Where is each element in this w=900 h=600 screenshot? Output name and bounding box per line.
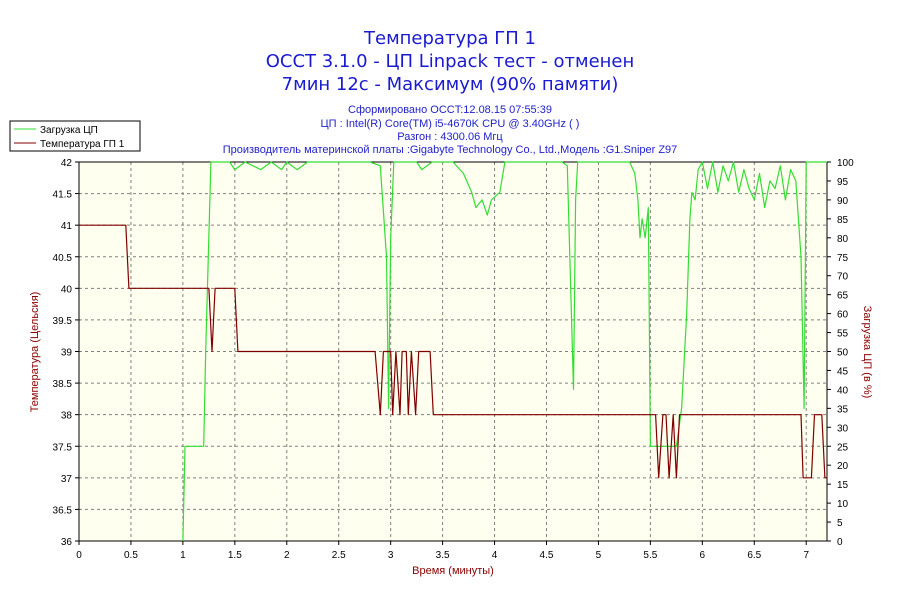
x-tick-label: 3 xyxy=(388,550,394,561)
y-left-tick-label: 36 xyxy=(61,537,73,548)
info-generated: Сформировано OCCT:12.08.15 07:55:39 xyxy=(348,104,552,116)
y-axis-right-label: Загрузка ЦП (в %) xyxy=(861,306,873,399)
y-left-tick-label: 38 xyxy=(61,411,73,422)
y-left-tick-label: 38.5 xyxy=(53,379,73,390)
info-overclock: Разгон : 4300.06 Мгц xyxy=(397,131,503,143)
y-right-tick-label: 70 xyxy=(837,272,849,283)
x-tick-label: 7 xyxy=(803,550,809,561)
y-right-tick-label: 90 xyxy=(837,196,849,207)
legend-box xyxy=(9,120,141,152)
y-left-tick-label: 36.5 xyxy=(53,505,73,516)
x-tick-label: 2.5 xyxy=(332,550,346,561)
y-axis-left-label: Температура (Цельсия) xyxy=(29,292,41,413)
x-axis-label: Время (минуты) xyxy=(412,565,494,577)
y-right-tick-label: 10 xyxy=(837,499,849,510)
info-cpu: ЦП : Intel(R) Core(TM) i5-4670K CPU @ 3.… xyxy=(320,118,580,130)
y-left-tick-label: 37 xyxy=(61,474,73,485)
y-right-tick-label: 40 xyxy=(837,385,849,396)
y-left-tick-label: 40.5 xyxy=(53,253,73,264)
x-tick-label: 2 xyxy=(284,550,290,561)
y-right-tick-label: 0 xyxy=(837,537,843,548)
y-right-tick-label: 100 xyxy=(837,158,854,169)
x-tick-label: 6 xyxy=(700,550,706,561)
info-motherboard: Производитель материнской платы :Gigabyt… xyxy=(222,144,678,156)
y-right-tick-label: 50 xyxy=(837,348,849,359)
y-left-tick-label: 40 xyxy=(61,284,73,295)
y-left-tick-label: 39.5 xyxy=(53,316,73,327)
y-right-tick-label: 60 xyxy=(837,310,849,321)
y-left-tick-label: 37.5 xyxy=(53,442,73,453)
axes: 0 0.5 1 1.5 2 2.5 3 3.5 4 4.5 5 5.5 6 6.5 7 36 36.5 37 37.… xyxy=(53,158,855,561)
x-tick-label: 1.5 xyxy=(228,550,242,561)
y-right-tick-label: 20 xyxy=(837,461,849,472)
x-tick-label: 1 xyxy=(180,550,186,561)
x-tick-label: 4.5 xyxy=(540,550,554,561)
x-tick-label: 5 xyxy=(596,550,602,561)
x-tick-label: 0.5 xyxy=(124,550,138,561)
y-right-tick-label: 55 xyxy=(837,329,849,340)
chart-subtitle-duration: 7мин 12с - Максимум (90% памяти) xyxy=(281,74,619,95)
y-right-tick-label: 25 xyxy=(837,442,849,453)
series-line-gpu-temp xyxy=(79,224,827,479)
x-tick-label: 4 xyxy=(492,550,498,561)
y-right-tick-label: 45 xyxy=(837,366,849,377)
x-tick-label: 3.5 xyxy=(436,550,450,561)
y-right-tick-label: 5 xyxy=(837,518,843,529)
y-right-tick-label: 65 xyxy=(837,291,849,302)
x-tick-label: 6.5 xyxy=(747,550,761,561)
chart-title: Температура ГП 1 xyxy=(364,28,536,49)
legend-label-cpu-load: Загрузка ЦП xyxy=(40,125,98,136)
y-left-tick-label: 39 xyxy=(61,348,73,359)
series-line-cpu-load xyxy=(182,161,827,542)
legend-label-gpu-temp: Температура ГП 1 xyxy=(40,139,125,150)
x-tick-label: 0 xyxy=(76,550,82,561)
y-left-tick-label: 41.5 xyxy=(53,190,73,201)
series-layer xyxy=(79,161,827,542)
x-tick-label: 5.5 xyxy=(643,550,657,561)
y-right-tick-label: 95 xyxy=(837,177,849,188)
y-right-tick-label: 30 xyxy=(837,423,849,434)
y-right-tick-label: 85 xyxy=(837,215,849,226)
chart-subtitle-test: OCCT 3.1.0 - ЦП Linpack тест - отменен xyxy=(265,51,635,72)
y-left-tick-label: 41 xyxy=(61,221,73,232)
y-right-tick-label: 15 xyxy=(837,480,849,491)
legend: Загрузка ЦП Температура ГП 1 xyxy=(9,120,141,152)
y-right-tick-label: 35 xyxy=(837,404,849,415)
y-left-tick-label: 42 xyxy=(61,158,73,169)
y-right-tick-label: 75 xyxy=(837,253,849,264)
y-right-tick-label: 80 xyxy=(837,234,849,245)
